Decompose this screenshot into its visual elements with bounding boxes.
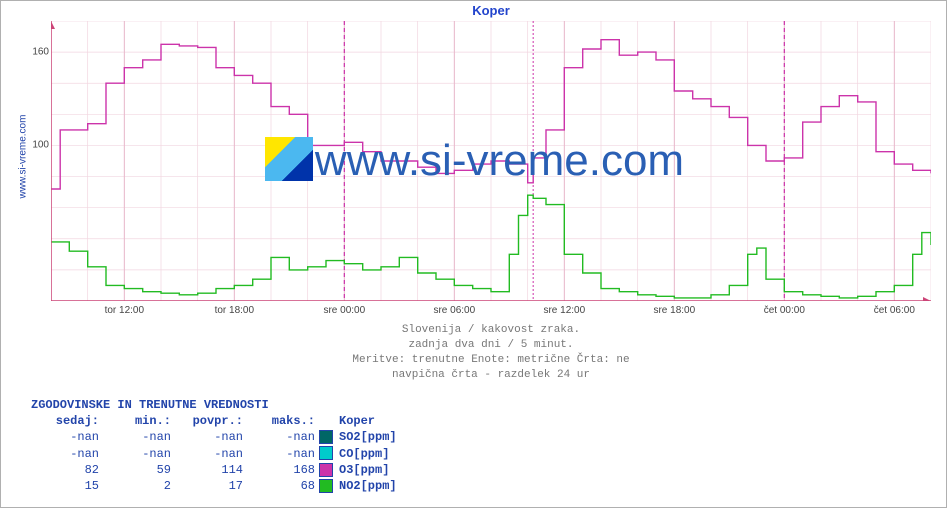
x-tick: sre 06:00 [433, 305, 475, 316]
stats-value: 59 [103, 462, 175, 478]
stats-header: povpr.: [175, 413, 247, 429]
stats-value: 68 [247, 478, 319, 494]
stats-header: sedaj: [31, 413, 103, 429]
subtitle-line: Slovenija / kakovost zraka. [51, 323, 931, 338]
legend-label: CO[ppm] [339, 446, 389, 462]
chart-subtitle: Slovenija / kakovost zraka.zadnja dva dn… [51, 323, 931, 382]
stats-value: 2 [103, 478, 175, 494]
x-tick: tor 12:00 [105, 305, 144, 316]
y-tick-labels: 100 160 [21, 21, 49, 301]
stats-value: -nan [31, 446, 103, 462]
stats-value: 82 [31, 462, 103, 478]
x-tick: sre 00:00 [323, 305, 365, 316]
chart-title: Koper [51, 3, 931, 18]
x-tick-labels: tor 12:00 tor 18:00 sre 00:00 sre 06:00 sre … [51, 305, 931, 319]
stats-row: -nan-nan-nan-nanCO[ppm] [31, 446, 397, 462]
y-tick: 100 [32, 140, 49, 151]
stats-title: ZGODOVINSKE IN TRENUTNE VREDNOSTI [31, 397, 397, 413]
stats-value: -nan [103, 446, 175, 462]
stats-location: Koper [339, 413, 375, 429]
legend-swatch-icon [319, 430, 333, 444]
stats-value: 15 [31, 478, 103, 494]
legend-swatch-icon [319, 446, 333, 460]
stats-value: -nan [247, 446, 319, 462]
stats-header: min.: [103, 413, 175, 429]
chart-svg [51, 21, 931, 301]
stats-value: 114 [175, 462, 247, 478]
legend-swatch-icon [319, 463, 333, 477]
stats-row: -nan-nan-nan-nanSO2[ppm] [31, 429, 397, 445]
stats-value: -nan [175, 429, 247, 445]
x-tick: čet 06:00 [874, 305, 915, 316]
legend-label: NO2[ppm] [339, 478, 397, 494]
subtitle-line: Meritve: trenutne Enote: metrične Črta: … [51, 353, 931, 368]
stats-value: 168 [247, 462, 319, 478]
legend-label: SO2[ppm] [339, 429, 397, 445]
stats-row: 8259114168 O3[ppm] [31, 462, 397, 478]
stats-value: -nan [103, 429, 175, 445]
x-tick: sre 18:00 [653, 305, 695, 316]
stats-value: -nan [247, 429, 319, 445]
x-tick: tor 18:00 [215, 305, 254, 316]
stats-row: 1521768 NO2[ppm] [31, 478, 397, 494]
subtitle-line: zadnja dva dni / 5 minut. [51, 338, 931, 353]
stats-table: ZGODOVINSKE IN TRENUTNE VREDNOSTIsedaj:m… [31, 397, 397, 494]
x-tick: čet 00:00 [764, 305, 805, 316]
stats-header-row: sedaj:min.:povpr.:maks.: Koper [31, 413, 397, 429]
y-tick: 160 [32, 47, 49, 58]
legend-swatch-icon [319, 479, 333, 493]
stats-header: maks.: [247, 413, 319, 429]
subtitle-line: navpična črta - razdelek 24 ur [51, 368, 931, 383]
legend-label: O3[ppm] [339, 462, 389, 478]
stats-value: -nan [175, 446, 247, 462]
stats-value: -nan [31, 429, 103, 445]
stats-value: 17 [175, 478, 247, 494]
x-tick: sre 12:00 [543, 305, 585, 316]
